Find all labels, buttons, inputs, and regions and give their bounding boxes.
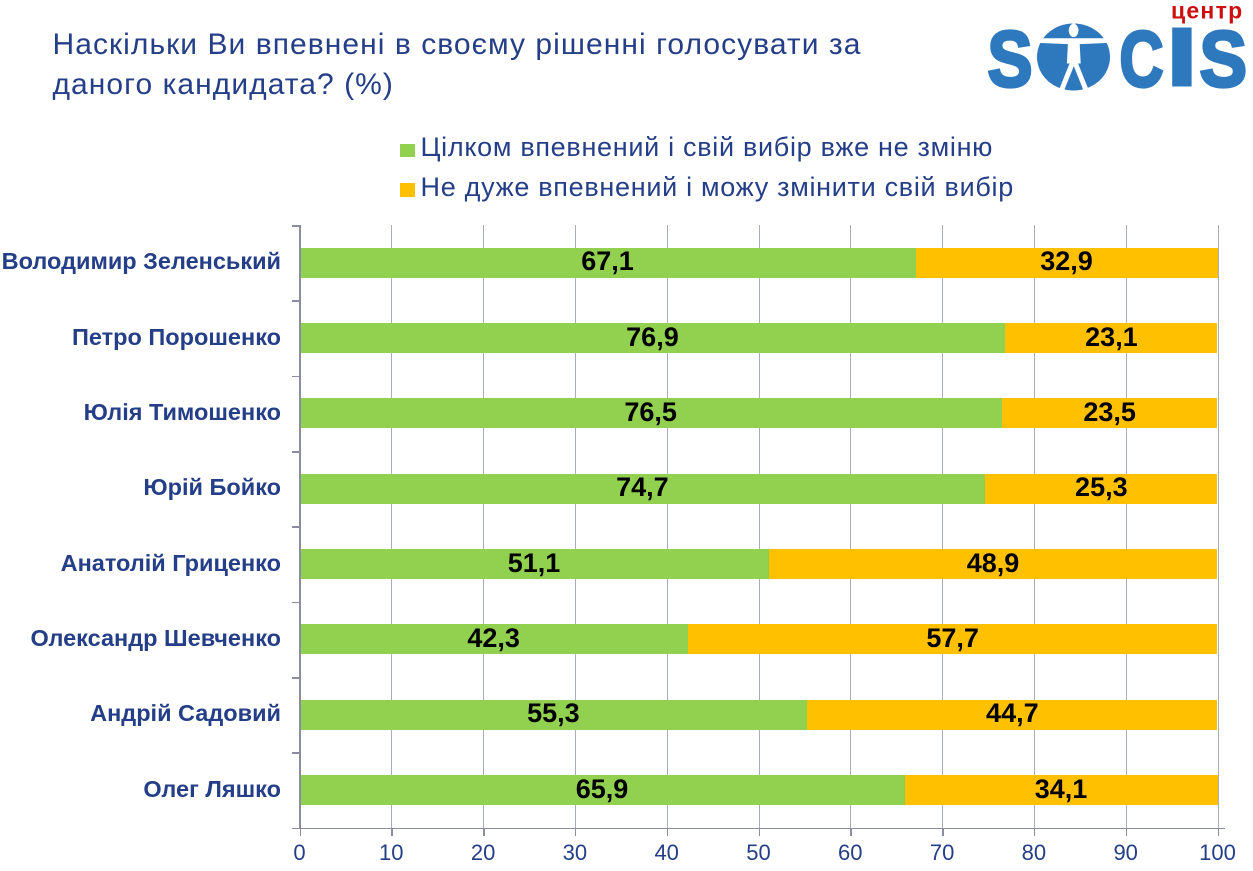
svg-text:C: C — [1120, 14, 1164, 100]
svg-text:S: S — [1200, 14, 1248, 100]
svg-text:центр: центр — [1171, 0, 1243, 24]
svg-text:S: S — [988, 14, 1033, 100]
